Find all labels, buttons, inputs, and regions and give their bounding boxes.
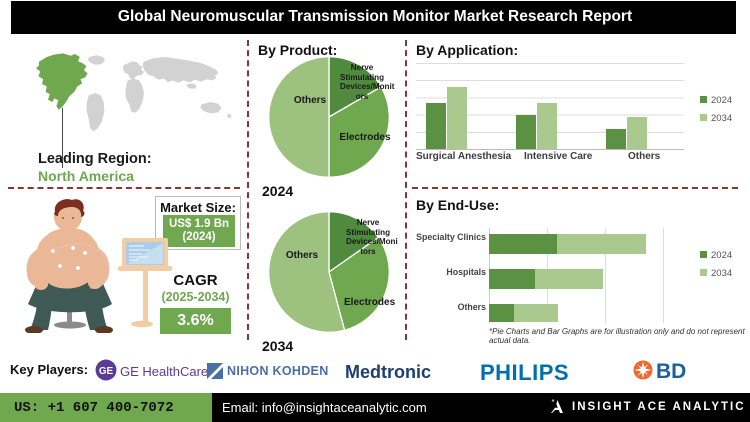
svg-text:GE: GE [99,366,114,377]
